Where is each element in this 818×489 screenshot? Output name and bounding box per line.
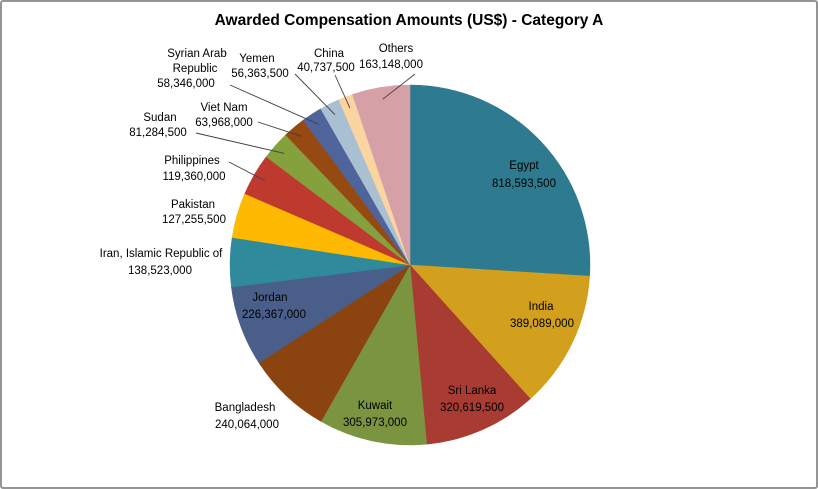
pie-slice-india[interactable] — [409, 264, 590, 400]
data-label-iran-islamic-republic-of: Iran, Islamic Republic of 138,523,000 — [100, 248, 224, 277]
svg-text:Yemen: Yemen — [239, 53, 274, 65]
data-label-pakistan: Pakistan 127,255,500 — [162, 199, 226, 226]
pie-slice-egypt[interactable] — [409, 84, 591, 277]
svg-text:India: India — [529, 301, 555, 313]
svg-text:81,284,500: 81,284,500 — [129, 127, 187, 139]
data-label-egypt: Egypt 818,593,500 — [492, 160, 556, 190]
leader-line-sudan — [195, 132, 285, 154]
svg-text:138,523,000: 138,523,000 — [128, 265, 192, 277]
data-label-sudan: Sudan 81,284,500 — [129, 112, 187, 139]
svg-text:Egypt: Egypt — [509, 160, 539, 172]
data-label-india: India 389,089,000 — [510, 301, 574, 330]
svg-text:127,255,500: 127,255,500 — [162, 214, 226, 226]
pie-slice-others[interactable] — [352, 84, 411, 266]
data-label-china: China 40,737,500 — [297, 48, 355, 74]
svg-text:China: China — [314, 48, 345, 60]
data-label-philippines: Philippines 119,360,000 — [162, 155, 225, 183]
data-label-viet-nam: Viet Nam 63,968,000 — [195, 102, 253, 129]
svg-text:40,737,500: 40,737,500 — [297, 62, 355, 74]
leader-line-yemen — [294, 73, 336, 116]
svg-text:Sudan: Sudan — [143, 112, 176, 124]
svg-text:305,973,000: 305,973,000 — [343, 417, 407, 429]
chart-title: Awarded Compensation Amounts (US$) - Cat… — [214, 12, 604, 29]
svg-text:818,593,500: 818,593,500 — [492, 178, 556, 190]
data-label-sri-lanka: Sri Lanka 320,619,500 — [440, 385, 504, 414]
svg-text:56,363,500: 56,363,500 — [231, 68, 289, 80]
svg-text:389,089,000: 389,089,000 — [510, 318, 574, 330]
leader-line-philippines — [228, 161, 265, 181]
data-label-yemen: Yemen 56,363,500 — [231, 53, 289, 80]
data-label-kuwait: Kuwait 305,973,000 — [343, 400, 407, 429]
leader-line-viet-nam — [257, 121, 303, 137]
svg-text:Republic: Republic — [173, 63, 218, 75]
svg-text:63,968,000: 63,968,000 — [195, 117, 253, 129]
svg-text:320,619,500: 320,619,500 — [440, 402, 504, 414]
data-label-others: Others 163,148,000 — [359, 43, 423, 71]
svg-text:240,064,000: 240,064,000 — [215, 419, 279, 431]
pie-slice-kuwait[interactable] — [320, 264, 427, 446]
leader-line-syrian-arab-republic — [229, 84, 319, 125]
svg-text:Iran, Islamic Republic of: Iran, Islamic Republic of — [100, 248, 224, 260]
svg-text:58,346,000: 58,346,000 — [157, 78, 215, 90]
svg-text:Pakistan: Pakistan — [171, 199, 215, 211]
svg-text:Bangladesh: Bangladesh — [215, 402, 276, 414]
svg-text:119,360,000: 119,360,000 — [162, 171, 225, 183]
svg-text:Jordan: Jordan — [252, 292, 287, 304]
leader-line-others — [382, 73, 416, 100]
data-label-syrian-arab-republic: Syrian Arab Republic 58,346,000 — [157, 48, 227, 90]
pie-slice-sri-lanka[interactable] — [409, 264, 531, 445]
leader-line-china — [334, 74, 351, 109]
svg-text:226,367,000: 226,367,000 — [242, 309, 306, 321]
svg-text:Philippines: Philippines — [164, 155, 220, 167]
svg-text:Kuwait: Kuwait — [358, 400, 393, 412]
data-label-bangladesh: Bangladesh 240,064,000 — [215, 402, 279, 431]
data-label-jordan: Jordan 226,367,000 — [242, 292, 306, 321]
svg-text:Viet Nam: Viet Nam — [200, 102, 247, 114]
svg-text:Syrian Arab: Syrian Arab — [167, 48, 226, 60]
svg-text:163,148,000: 163,148,000 — [359, 59, 423, 71]
svg-text:Sri Lanka: Sri Lanka — [448, 385, 497, 397]
svg-text:Others: Others — [379, 43, 414, 55]
